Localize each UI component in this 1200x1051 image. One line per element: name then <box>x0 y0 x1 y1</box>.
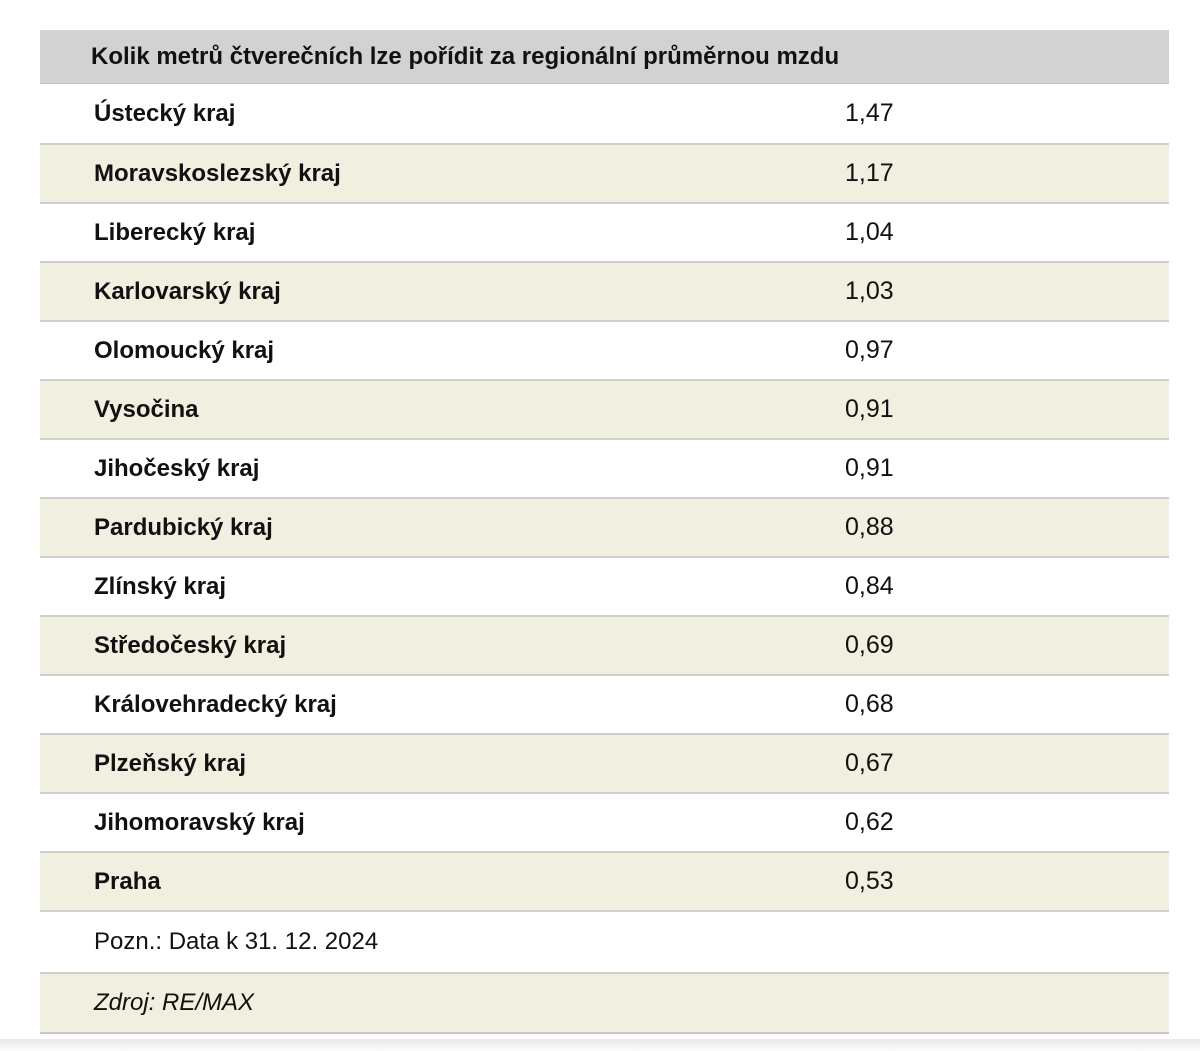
region-name: Ústecký kraj <box>94 99 236 127</box>
region-name: Královehradecký kraj <box>94 690 337 718</box>
table-title: Kolik metrů čtverečních lze pořídit za r… <box>40 30 1169 84</box>
table-row: Plzeňský kraj 0,67 <box>40 733 1169 792</box>
region-value: 0,91 <box>845 454 894 482</box>
region-name: Jihomoravský kraj <box>94 808 305 836</box>
region-value: 0,67 <box>845 749 894 777</box>
region-name: Vysočina <box>94 395 199 423</box>
table-row: Moravskoslezský kraj 1,17 <box>40 143 1169 202</box>
region-value: 0,84 <box>845 572 894 600</box>
region-value: 1,03 <box>845 277 894 305</box>
table-row: Karlovarský kraj 1,03 <box>40 261 1169 320</box>
table-note: Pozn.: Data k 31. 12. 2024 <box>94 928 379 955</box>
region-name: Moravskoslezský kraj <box>94 159 341 187</box>
region-name: Jihočeský kraj <box>94 454 260 482</box>
table-row: Královehradecký kraj 0,68 <box>40 674 1169 733</box>
region-value: 0,88 <box>845 513 894 541</box>
table-source-row: Zdroj: RE/MAX <box>40 972 1169 1034</box>
region-name: Plzeňský kraj <box>94 749 247 777</box>
table-row: Zlínský kraj 0,84 <box>40 556 1169 615</box>
region-value: 0,53 <box>845 867 894 895</box>
page-bottom-shadow <box>0 1039 1200 1051</box>
table-row: Jihočeský kraj 0,91 <box>40 438 1169 497</box>
regions-table: Kolik metrů čtverečních lze pořídit za r… <box>40 30 1169 1034</box>
table-row: Vysočina 0,91 <box>40 379 1169 438</box>
region-value: 1,47 <box>845 99 894 127</box>
region-name: Liberecký kraj <box>94 218 256 246</box>
region-name: Karlovarský kraj <box>94 277 281 305</box>
table-row: Středočeský kraj 0,69 <box>40 615 1169 674</box>
table-row: Pardubický kraj 0,88 <box>40 497 1169 556</box>
table-row: Jihomoravský kraj 0,62 <box>40 792 1169 851</box>
region-value: 1,17 <box>845 159 894 187</box>
table-note-row: Pozn.: Data k 31. 12. 2024 <box>40 910 1169 972</box>
table-source: Zdroj: RE/MAX <box>94 989 255 1016</box>
table-body: Ústecký kraj 1,47 Moravskoslezský kraj 1… <box>40 84 1169 910</box>
region-name: Středočeský kraj <box>94 631 287 659</box>
region-value: 1,04 <box>845 218 894 246</box>
table-row: Olomoucký kraj 0,97 <box>40 320 1169 379</box>
region-value: 0,68 <box>845 690 894 718</box>
region-name: Olomoucký kraj <box>94 336 275 364</box>
region-value: 0,97 <box>845 336 894 364</box>
region-value: 0,62 <box>845 808 894 836</box>
table-row: Liberecký kraj 1,04 <box>40 202 1169 261</box>
table-row: Praha 0,53 <box>40 851 1169 910</box>
table-row: Ústecký kraj 1,47 <box>40 84 1169 143</box>
region-value: 0,69 <box>845 631 894 659</box>
region-name: Zlínský kraj <box>94 572 227 600</box>
region-name: Praha <box>94 867 161 895</box>
region-name: Pardubický kraj <box>94 513 273 541</box>
region-value: 0,91 <box>845 395 894 423</box>
